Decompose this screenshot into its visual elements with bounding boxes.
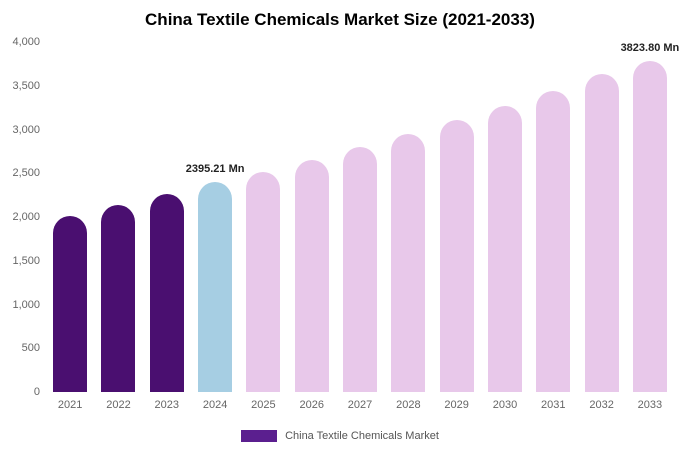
bar-slot-2032	[577, 42, 625, 392]
x-tick-label-2030: 2030	[492, 399, 518, 411]
bar-2027	[343, 147, 378, 392]
x-tick-label-2033: 2033	[637, 399, 663, 411]
bar-2025	[246, 171, 281, 392]
y-tick-label: 3,000	[12, 123, 40, 136]
bar-slot-2021	[46, 42, 94, 392]
bar-slot-2024: 2395.21 Mn	[186, 42, 244, 392]
bar-2021	[53, 215, 88, 392]
bar-2033	[632, 61, 667, 392]
chart-title: China Textile Chemicals Market Size (202…	[145, 10, 535, 29]
y-tick-label: 3,500	[12, 79, 40, 92]
bar-2023	[149, 194, 184, 392]
y-tick-label: 2,500	[12, 167, 40, 180]
bar-value-label-2024: 2395.21 Mn	[185, 163, 245, 176]
x-tick-label-2027: 2027	[347, 399, 373, 411]
y-tick-label: 2,000	[12, 211, 40, 223]
bar-slot-2022	[94, 42, 142, 392]
bar-value-label-2033: 3823.80 Mn	[620, 42, 680, 54]
x-tick-label-2029: 2029	[444, 399, 469, 411]
legend: China Textile Chemicals Market	[0, 430, 680, 442]
plot-area: 2395.21 Mn 3823.80 Mn	[46, 42, 679, 392]
y-tick-label: 1,500	[12, 254, 40, 267]
x-tick-label-2025: 2025	[251, 399, 276, 411]
bar-2024	[198, 182, 233, 392]
bar-slot-2025	[239, 42, 287, 392]
bar-slot-2033: 3823.80 Mn	[621, 42, 679, 392]
bar-slot-2028	[384, 42, 432, 392]
y-tick-label: 4,000	[12, 36, 40, 48]
bar-2029	[439, 120, 474, 392]
y-axis: 4,000 3,500 3,000 2,500 2,000 1,500 1,000 500 0	[0, 36, 40, 398]
bar-slot-2030	[481, 42, 529, 392]
bar-slot-2029	[433, 42, 481, 392]
bar-2026	[294, 159, 329, 392]
x-tick-label-2024: 2024	[202, 399, 228, 411]
y-tick-label: 500	[21, 342, 40, 355]
x-tick-label-2023: 2023	[154, 399, 180, 411]
bar-slot-2026	[288, 42, 336, 392]
bar-2032	[584, 74, 619, 392]
x-tick-label-2032: 2032	[589, 399, 614, 411]
y-tick-label: 1,000	[12, 298, 40, 311]
y-tick-label: 0	[33, 386, 40, 398]
bar-2028	[391, 133, 426, 392]
x-axis: 2021 2022 2023 2024 2025 2026 2027 2028 2029 2030…	[46, 399, 674, 411]
x-tick-label-2021: 2021	[57, 399, 83, 411]
bar-slot-2023	[143, 42, 191, 392]
bar-2030	[487, 105, 522, 392]
bar-slot-2031	[529, 42, 577, 392]
x-tick-label-2026: 2026	[299, 399, 324, 411]
bar-slot-2027	[336, 42, 384, 392]
legend-swatch	[241, 430, 278, 442]
bar-2022	[101, 205, 136, 392]
x-tick-label-2031: 2031	[541, 399, 566, 411]
x-tick-label-2022: 2022	[106, 399, 131, 411]
legend-label: China Textile Chemicals Market	[285, 430, 439, 442]
x-tick-label-2028: 2028	[396, 399, 421, 411]
bar-2031	[536, 90, 571, 392]
